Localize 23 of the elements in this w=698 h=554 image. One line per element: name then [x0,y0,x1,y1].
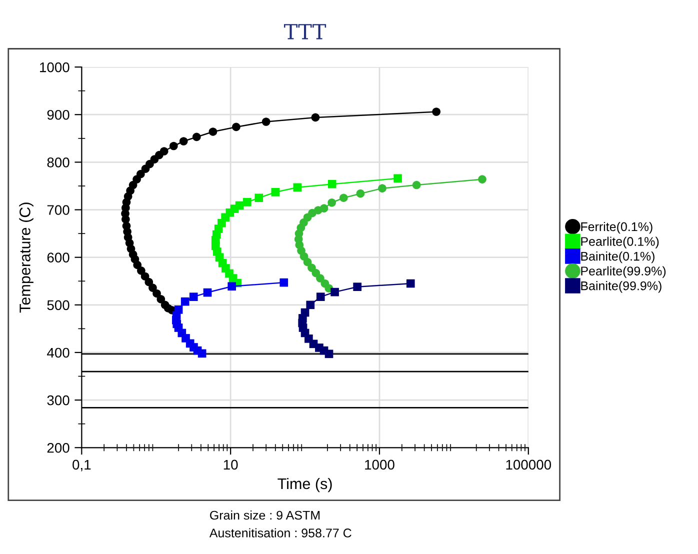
x-tick-label: 1000 [365,460,394,470]
x-axis-title: Time (s) [278,478,332,492]
chart-title: TTT [284,24,326,40]
x-tick-label: 100000 [506,460,552,470]
y-tick-label: 500 [47,300,70,310]
y-tick-label: 600 [47,252,70,262]
x-tick-label: 10 [224,460,238,470]
legend-label: Bainite(0.1%) [581,252,654,264]
text: Austenitisation : 958.77 C [209,528,352,538]
y-axis-title: Temperature (C) [19,202,34,313]
y-tick-label: 400 [47,348,70,358]
y-tick-label: 700 [47,205,70,215]
y-tick-label: 300 [47,395,70,406]
x-tick-label: 0,1 [72,460,91,472]
y-tick-label: 1000 [40,62,70,72]
y-tick-label: 200 [47,442,70,453]
y-tick-label: 800 [47,158,70,168]
legend-label: Ferrite(0.1%) [581,222,652,234]
legend-label: Pearlite(0.1%) [581,236,659,248]
legend-label: Pearlite(99.9%) [581,266,666,278]
legend-label: Bainite(99.9%) [581,281,662,293]
y-tick-label: 900 [47,110,70,120]
text: Grain size : 9 ASTM [210,510,320,520]
